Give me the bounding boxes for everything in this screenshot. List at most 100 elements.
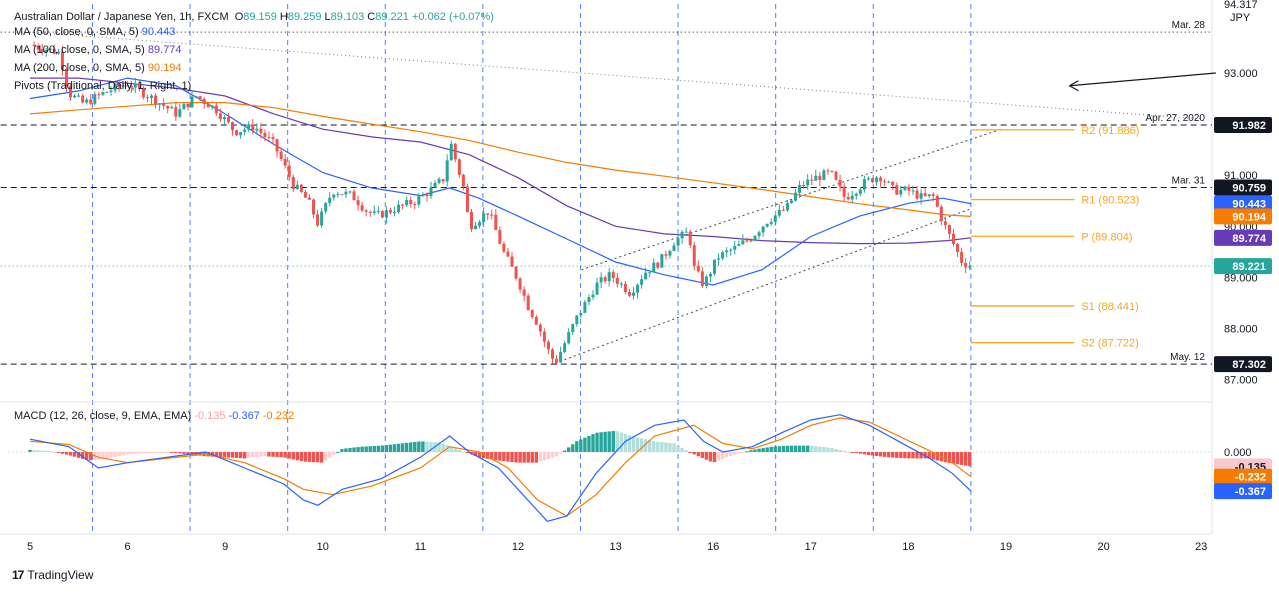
- macd-histogram-bar: [178, 452, 182, 454]
- macd-histogram-bar: [299, 452, 304, 462]
- levels-layer: Mar. 28 Apr. 27, 2020 Mar. 31 May. 12: [0, 20, 1216, 365]
- macd-histogram-bar: [542, 452, 547, 461]
- candle-body: [838, 179, 842, 187]
- symbol-legend[interactable]: Australian Dollar / Japanese Yen, 1h, FX…: [14, 9, 494, 25]
- macd-histogram-bar: [648, 440, 652, 452]
- candle-body: [927, 194, 931, 196]
- indicator-row[interactable]: MA (200, close, 0, SMA, 5) 90.194: [14, 62, 182, 74]
- candle-body: [117, 83, 121, 87]
- candle-body: [632, 292, 636, 296]
- macd-histogram-bar: [708, 452, 713, 462]
- macd-histogram-bar: [166, 452, 170, 453]
- macd-histogram-bar: [903, 452, 907, 459]
- macd-histogram-bar: [842, 450, 846, 452]
- macd-histogram-bar: [226, 452, 231, 458]
- macd-histogram-bar: [271, 452, 275, 457]
- candle-body: [510, 256, 514, 267]
- candle-body: [425, 194, 429, 197]
- macd-histogram-bar: [514, 452, 518, 463]
- candle-body: [174, 107, 178, 117]
- candle-body: [287, 165, 291, 177]
- candle-body: [640, 279, 644, 285]
- currency-label[interactable]: JPY: [1228, 12, 1253, 24]
- macd-histogram-bar: [109, 452, 113, 458]
- macd-histogram-bar: [753, 449, 757, 452]
- axis-layer: 0.00087.00088.00089.00090.00091.00093.00…: [27, 0, 1258, 553]
- candle-body: [465, 186, 469, 212]
- candle-body: [530, 310, 534, 317]
- macd-histogram-bar: [668, 443, 672, 452]
- time-tick-label: 23: [1195, 541, 1207, 553]
- candle-body: [700, 271, 704, 287]
- price-tag-box: [1214, 208, 1272, 225]
- price-tag-label: -0.232: [1235, 472, 1266, 484]
- indicator-row[interactable]: MA (50, close, 0, SMA, 5) 90.443: [14, 26, 175, 38]
- footer[interactable]: 17 TradingView: [12, 568, 93, 582]
- candle-body: [854, 193, 858, 196]
- candle-body: [291, 176, 295, 190]
- brand-name: TradingView: [27, 568, 94, 582]
- macd-legend[interactable]: MACD (12, 26, close, 9, EMA, EMA) -0.135…: [14, 410, 294, 422]
- macd-histogram-bar: [571, 444, 575, 452]
- candle-body: [101, 92, 105, 95]
- macd-histogram-bar: [927, 452, 931, 459]
- price-tag-label: -0.367: [1235, 486, 1266, 498]
- candle-body: [125, 85, 129, 87]
- macd-histogram-bar: [680, 447, 684, 452]
- macd-histogram-bar: [643, 439, 648, 452]
- macd-histogram-bar: [874, 452, 879, 456]
- candle-body: [320, 211, 324, 226]
- symbol-title: Australian Dollar / Japanese Yen, 1h, FX…: [14, 11, 229, 23]
- candle-body: [77, 95, 81, 97]
- price-tick-label: 88.000: [1224, 323, 1258, 335]
- macd-histogram-bar: [485, 452, 490, 459]
- candle-body: [806, 179, 810, 186]
- macd-histogram-bar: [724, 452, 729, 458]
- macd-histogram-bar: [866, 452, 871, 456]
- macd-histogram-bar: [477, 452, 482, 458]
- candle-body: [627, 292, 631, 296]
- candle-body: [717, 258, 721, 260]
- ma-line-ma200: [29, 102, 971, 217]
- indicator-row[interactable]: Pivots (Traditional, Daily, 1, Right, 1): [14, 80, 191, 92]
- candle-body: [461, 174, 465, 187]
- indicator-label: MA (100, close, 0, SMA, 5): [14, 44, 145, 56]
- macd-histogram-bar: [830, 448, 834, 452]
- macd-histogram-bar: [562, 450, 567, 452]
- macd-histogram-bar: [826, 447, 830, 452]
- indicator-row[interactable]: MA (100, close, 0, SMA, 5) 89.774: [14, 44, 182, 56]
- price-tag-label: 89.774: [1232, 233, 1267, 245]
- price-tag-box: [1214, 179, 1272, 196]
- candle-body: [757, 232, 761, 236]
- candle-body: [316, 214, 320, 226]
- macd-histogram-bar: [465, 452, 470, 453]
- currency-code: JPY: [1230, 12, 1251, 24]
- candle-body: [218, 113, 222, 120]
- candle-body: [60, 51, 64, 70]
- candle-body: [587, 297, 591, 302]
- candle-body: [648, 272, 652, 274]
- macd-histogram-bar: [457, 449, 462, 452]
- candle-body: [453, 143, 457, 160]
- candle-body: [777, 209, 781, 216]
- candle-body: [44, 49, 48, 52]
- macd-histogram-bar: [279, 452, 283, 458]
- candle-body: [956, 244, 960, 252]
- macd-histogram-bar: [72, 452, 77, 457]
- macd-histogram-bar: [591, 434, 595, 452]
- candle-body: [668, 250, 672, 256]
- candle-body: [761, 226, 765, 233]
- macd-histogram-bar: [757, 448, 761, 452]
- candle-body: [611, 272, 615, 278]
- macd-histogram-bar: [56, 452, 61, 453]
- macd-histogram-bar: [611, 430, 615, 452]
- candle-body: [696, 265, 700, 272]
- macd-histogram-bar: [307, 452, 312, 462]
- macd-histogram-bar: [546, 452, 551, 460]
- candle-body: [421, 194, 425, 197]
- macd-histogram-bar: [461, 451, 466, 453]
- macd-histogram-bar: [951, 452, 956, 464]
- candle-body: [741, 240, 745, 245]
- macd-histogram-bar: [255, 452, 259, 458]
